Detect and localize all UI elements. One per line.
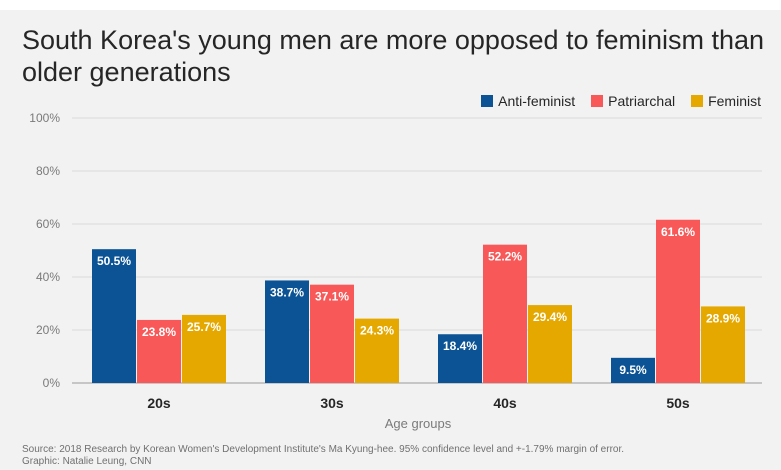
credit-line: Graphic: Natalie Leung, CNN: [22, 456, 152, 467]
bar-data-label: 29.4%: [533, 310, 567, 324]
bar-data-label: 52.2%: [488, 250, 522, 264]
bar-feminist-40s: [528, 305, 572, 383]
legend: Anti-feminist Patriarchal Feminist: [481, 93, 761, 109]
bar-anti-feminist-40s: [438, 334, 482, 383]
legend-item-anti-feminist: Anti-feminist: [481, 93, 575, 109]
bar-feminist-20s: [182, 314, 226, 383]
legend-label-feminist: Feminist: [708, 93, 761, 109]
bar-patriarchal-30s: [310, 284, 354, 383]
y-tick-label: 60%: [36, 217, 60, 231]
bar-data-label: 25.7%: [187, 320, 221, 334]
source-line: Source: 2018 Research by Korean Women's …: [22, 444, 625, 455]
legend-swatch-patriarchal: [591, 95, 604, 107]
y-tick-label: 100%: [29, 111, 60, 125]
x-tick-label: 20s: [147, 395, 171, 411]
bar-anti-feminist-50s: [611, 357, 655, 383]
legend-item-feminist: Feminist: [691, 93, 761, 109]
bar-data-label: 18.4%: [443, 339, 477, 353]
legend-swatch-feminist: [691, 95, 704, 107]
chart-card: South Korea's young men are more opposed…: [0, 10, 781, 470]
bar-data-label: 38.7%: [270, 285, 304, 299]
chart-title: South Korea's young men are more opposed…: [22, 25, 765, 87]
y-tick-label: 40%: [36, 270, 60, 284]
bar-feminist-30s: [355, 318, 399, 383]
legend-item-patriarchal: Patriarchal: [591, 93, 675, 109]
x-tick-label: 50s: [666, 395, 690, 411]
y-tick-label: 20%: [36, 323, 60, 337]
bar-anti-feminist-30s: [265, 280, 309, 383]
bar-data-label: 9.5%: [619, 363, 647, 377]
y-tick-label: 0%: [43, 376, 61, 390]
x-tick-label: 40s: [493, 395, 517, 411]
bar-data-label: 50.5%: [97, 254, 131, 268]
bar-patriarchal-50s: [656, 219, 700, 383]
legend-label-anti-feminist: Anti-feminist: [498, 93, 576, 109]
y-tick-label: 80%: [36, 164, 60, 178]
source-note: Source: 2018 Research by Korean Women's …: [22, 444, 624, 468]
bar-data-label: 61.6%: [661, 225, 695, 239]
bar-data-label: 23.8%: [142, 325, 176, 339]
legend-swatch-anti-feminist: [481, 95, 494, 107]
x-axis-label: Age groups: [385, 416, 452, 431]
bar-anti-feminist-20s: [92, 249, 136, 383]
bar-data-label: 24.3%: [360, 324, 394, 338]
x-tick-label: 30s: [320, 395, 344, 411]
bar-patriarchal-40s: [483, 244, 527, 383]
legend-label-patriarchal: Patriarchal: [608, 93, 676, 109]
bar-data-label: 37.1%: [315, 290, 349, 304]
bar-data-label: 28.9%: [706, 311, 740, 325]
bar-feminist-50s: [701, 306, 745, 383]
bar-patriarchal-20s: [137, 319, 181, 383]
